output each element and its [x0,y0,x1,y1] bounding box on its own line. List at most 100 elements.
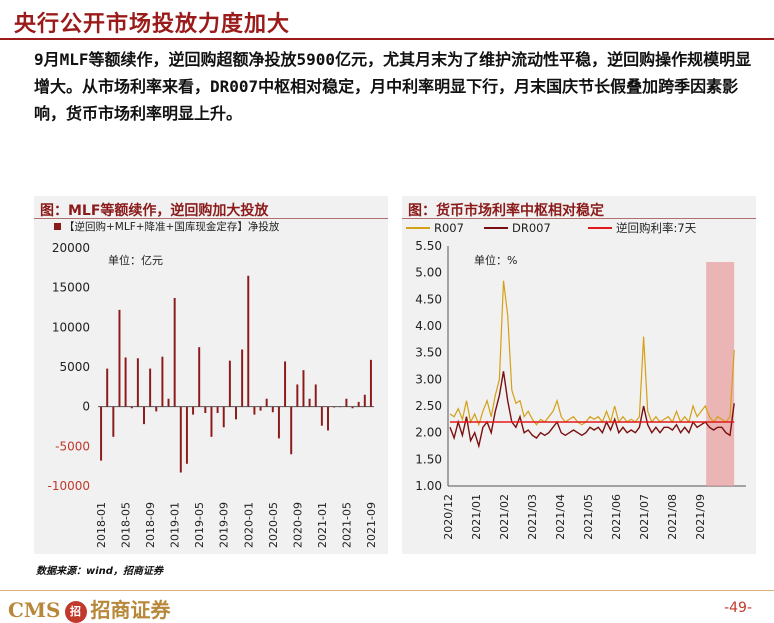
bar [106,368,109,407]
x-tick-label: 2020/12 [442,494,455,540]
bar [124,357,127,407]
left-chart-panel: 图：MLF等额续作，逆回购加大投放 【逆回购+MLF+降准+国库现金定存】净投放… [34,196,388,554]
x-tick-label: 2018-05 [120,502,133,548]
legend-label: R007 [434,221,464,235]
y-tick-label: 10000 [52,320,90,334]
legend-swatch [54,223,61,230]
bar [198,347,201,407]
bar [210,406,213,437]
bar [351,406,354,409]
bar [204,406,207,414]
x-tick-label: 2021/04 [554,494,567,540]
bar [179,406,182,473]
y-tick-label: 0 [82,400,90,414]
x-tick-label: 2021/09 [694,494,707,540]
legend-label: 逆回购利率:7天 [616,221,697,235]
series-line-R007 [449,280,735,427]
right-chart-title: 图：货币市场利率中枢相对稳定 [408,203,604,219]
bar [369,359,372,407]
highlight-band [706,262,735,486]
bar [241,349,244,407]
bar [222,406,225,428]
y-tick-label: -10000 [47,479,90,493]
bar [259,406,262,411]
bar [284,361,287,407]
bar [320,406,323,426]
x-tick-label: 2021/07 [638,494,651,540]
x-tick-label: 2018-09 [144,502,157,548]
x-tick-label: 2021-05 [340,502,353,548]
right-chart-title-rule [402,218,756,219]
bar [302,370,305,407]
y-tick-label: 20000 [52,241,90,255]
right-chart-panel: 图：货币市场利率中枢相对稳定 R007 DR007 逆回购利率:7天单位：% 1.00… [402,196,756,554]
left-chart-title: 图：MLF等额续作，逆回购加大投放 [40,203,269,219]
footer-divider [0,590,774,591]
bar [130,406,133,409]
body-paragraph: 9月MLF等额续作，逆回购超额净投放5900亿元，尤其月末为了维护流动性平稳，逆… [34,50,752,123]
data-source: 数据来源：wind，招商证券 [36,566,163,577]
bar [265,398,268,407]
bar-legend: 【逆回购+MLF+降准+国库现金定存】净投放 [54,220,280,233]
bar [314,384,317,407]
x-tick-label: 2021/06 [610,494,623,540]
x-tick-label: 2018-01 [95,502,108,548]
x-tick-label: 2021/08 [666,494,679,540]
y-tick-label: 5.50 [415,239,442,253]
y-tick-label: 4.00 [415,319,442,333]
bar [345,398,348,407]
bar [155,406,158,412]
x-tick-label: 2021/01 [470,494,483,540]
bar [339,406,342,408]
logo-mark-icon: 招 [64,600,87,623]
left-chart-title-rule [34,218,388,219]
x-tick-label: 2020-09 [291,502,304,548]
y-tick-label: 2.00 [415,426,442,440]
legend-label: DR007 [512,221,551,235]
page-number: -49- [724,600,752,616]
x-tick-label: 2021/02 [498,494,511,540]
logo-text: CMS [8,598,61,622]
bar [192,406,195,415]
x-tick-label: 2021-01 [316,502,329,548]
y-tick-label: 1.50 [415,452,442,466]
y-tick-label: 2.50 [415,399,442,413]
x-tick-label: 2020-01 [242,502,255,548]
line-legend: R007 DR007 逆回购利率:7天 [406,221,697,235]
bar [235,406,237,420]
unit-note: 单位：% [474,253,517,267]
bar [136,358,139,407]
bar [112,406,115,437]
bar [118,309,121,407]
bar [247,275,250,407]
bar [161,356,164,407]
series-line-DR007 [449,371,735,449]
bar [363,394,366,407]
y-tick-label: 15000 [52,281,90,295]
x-tick-label: 2021-09 [365,502,378,548]
title-divider [0,38,774,40]
bar [296,384,299,407]
y-tick-label: 4.50 [415,292,442,306]
y-tick-label: 3.50 [415,346,442,360]
bar [290,406,293,455]
bar [149,368,152,407]
x-tick-label: 2019-09 [218,502,231,548]
bar [173,297,176,407]
logo-cn: 招商证券 [90,598,171,622]
bar [216,406,219,414]
legend-label: 【逆回购+MLF+降准+国库现金定存】净投放 [64,220,280,233]
x-tick-label: 2021/03 [526,494,539,540]
x-tick-label: 2019-01 [169,502,182,548]
bar [333,406,336,408]
bar [167,398,170,407]
y-tick-label: 1.00 [415,479,442,493]
unit-note: 单位：亿元 [108,253,163,267]
bar [357,401,360,407]
y-tick-label: 5000 [59,360,90,374]
x-tick-label: 2021/05 [582,494,595,540]
y-tick-label: -5000 [55,439,90,453]
page-title: 央行公开市场投放力度加大 [14,12,291,37]
